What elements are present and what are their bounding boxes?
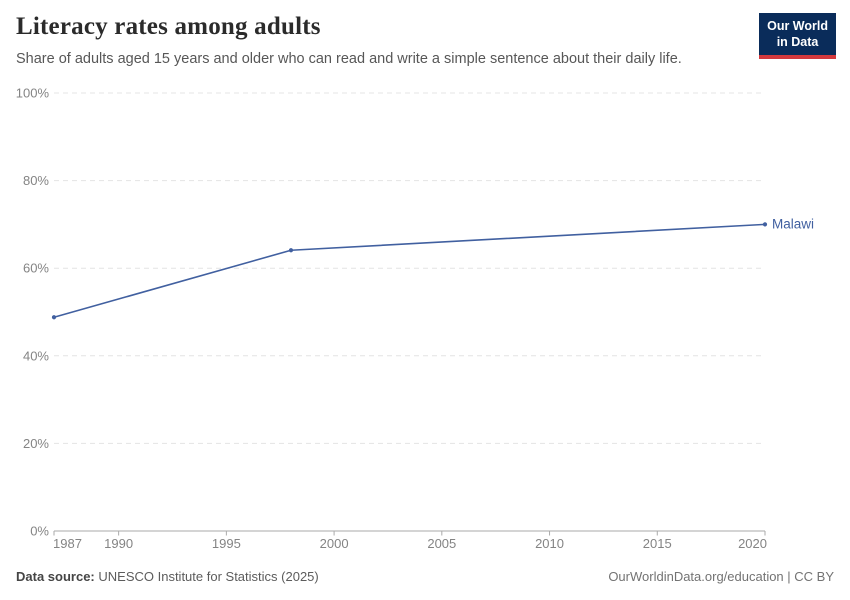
y-tick-label: 20%: [23, 436, 49, 451]
series-end-label-malawi[interactable]: Malawi: [772, 217, 814, 232]
y-tick-label: 100%: [16, 86, 50, 101]
owid-logo-line2: in Data: [776, 35, 819, 50]
data-point-marker[interactable]: [51, 315, 57, 320]
chart-title: Literacy rates among adults: [16, 13, 321, 40]
footer-link[interactable]: OurWorldinData.org/education | CC BY: [608, 569, 834, 584]
y-tick-label: 60%: [23, 261, 49, 276]
x-tick-label: 2015: [643, 536, 672, 551]
x-tick-label: 1990: [104, 536, 133, 551]
y-tick-label: 40%: [23, 348, 49, 363]
x-tick-label: 2020: [738, 536, 767, 551]
series-line-malawi[interactable]: [53, 223, 766, 319]
data-source-label: Data source:: [16, 569, 99, 584]
x-tick-label: 2005: [427, 536, 456, 551]
x-tick-label: 1987: [53, 536, 82, 551]
owid-logo[interactable]: Our World in Data: [759, 13, 836, 59]
y-tick-label: 0%: [30, 524, 49, 539]
data-source: Data source: UNESCO Institute for Statis…: [16, 569, 319, 584]
chart-footer: Data source: UNESCO Institute for Statis…: [16, 569, 834, 584]
x-tick-label: 2000: [320, 536, 349, 551]
data-point-marker[interactable]: [762, 222, 768, 227]
x-tick-label: 1995: [212, 536, 241, 551]
owid-logo-line1: Our World: [767, 19, 828, 33]
data-point-marker[interactable]: [288, 248, 294, 253]
x-tick-label: 2010: [535, 536, 564, 551]
y-tick-label: 80%: [23, 173, 49, 188]
data-source-text[interactable]: UNESCO Institute for Statistics (2025): [98, 569, 319, 584]
chart-subtitle: Share of adults aged 15 years and older …: [16, 51, 682, 67]
